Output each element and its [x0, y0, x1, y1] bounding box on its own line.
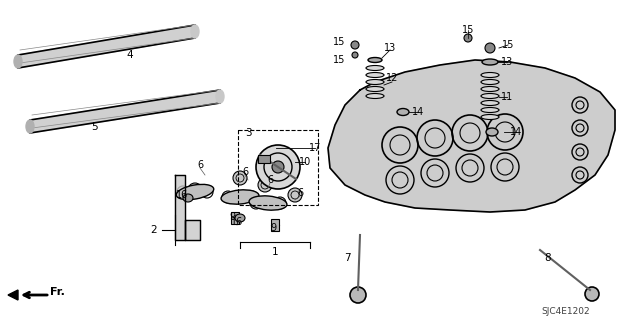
Ellipse shape	[191, 25, 199, 38]
Text: 14: 14	[412, 107, 424, 117]
Bar	[258, 155, 270, 163]
Ellipse shape	[249, 196, 287, 210]
Text: 15: 15	[502, 40, 514, 50]
Bar	[271, 219, 279, 231]
Circle shape	[485, 43, 495, 53]
Polygon shape	[175, 175, 200, 240]
Text: 8: 8	[545, 253, 551, 263]
Text: SJC4E1202: SJC4E1202	[541, 308, 590, 316]
Ellipse shape	[481, 100, 499, 106]
Text: 9: 9	[229, 212, 235, 222]
Circle shape	[350, 287, 366, 303]
Ellipse shape	[368, 57, 382, 63]
Text: 11: 11	[501, 92, 513, 102]
Ellipse shape	[366, 79, 384, 85]
Ellipse shape	[366, 65, 384, 70]
Text: 6: 6	[242, 167, 248, 177]
Text: 6: 6	[197, 160, 203, 170]
Text: 2: 2	[150, 225, 157, 235]
Ellipse shape	[366, 86, 384, 92]
Ellipse shape	[176, 184, 214, 200]
Text: 16: 16	[176, 190, 188, 200]
Polygon shape	[18, 25, 195, 68]
Ellipse shape	[397, 108, 409, 115]
Text: 15: 15	[333, 55, 345, 65]
Ellipse shape	[216, 90, 224, 103]
Ellipse shape	[482, 59, 498, 65]
Polygon shape	[30, 90, 220, 133]
Text: 15: 15	[333, 37, 345, 47]
Circle shape	[288, 188, 302, 202]
Text: 15: 15	[462, 25, 474, 35]
Ellipse shape	[235, 214, 245, 222]
Polygon shape	[328, 60, 615, 212]
Text: 16: 16	[231, 217, 243, 227]
Ellipse shape	[481, 86, 499, 92]
Text: 5: 5	[92, 122, 99, 132]
Ellipse shape	[481, 79, 499, 85]
Text: 7: 7	[344, 253, 350, 263]
Text: Fr.: Fr.	[50, 287, 65, 297]
Circle shape	[258, 178, 272, 192]
Ellipse shape	[183, 194, 193, 202]
Ellipse shape	[14, 55, 22, 68]
Text: 13: 13	[384, 43, 396, 53]
Bar	[238, 130, 318, 205]
Bar	[231, 212, 239, 224]
Text: 4: 4	[127, 50, 133, 60]
Text: 9: 9	[270, 223, 276, 233]
Circle shape	[233, 171, 247, 185]
Text: 1: 1	[272, 247, 278, 257]
Ellipse shape	[366, 93, 384, 99]
Ellipse shape	[481, 108, 499, 113]
Text: 3: 3	[244, 128, 252, 138]
Text: 12: 12	[386, 73, 398, 83]
Circle shape	[352, 52, 358, 58]
Ellipse shape	[481, 93, 499, 99]
Circle shape	[188, 183, 202, 197]
Circle shape	[272, 161, 284, 173]
Ellipse shape	[366, 72, 384, 78]
Circle shape	[256, 145, 300, 189]
Text: 13: 13	[501, 57, 513, 67]
Ellipse shape	[486, 128, 498, 136]
Ellipse shape	[481, 115, 499, 120]
Text: 10: 10	[299, 157, 311, 167]
Ellipse shape	[26, 120, 34, 133]
Polygon shape	[8, 290, 18, 300]
Ellipse shape	[481, 72, 499, 78]
Text: 6: 6	[297, 188, 303, 198]
Text: 6: 6	[267, 175, 273, 185]
Ellipse shape	[221, 190, 259, 204]
Circle shape	[464, 34, 472, 42]
Circle shape	[585, 287, 599, 301]
Text: 17: 17	[309, 143, 321, 153]
Text: 14: 14	[510, 127, 522, 137]
Circle shape	[351, 41, 359, 49]
